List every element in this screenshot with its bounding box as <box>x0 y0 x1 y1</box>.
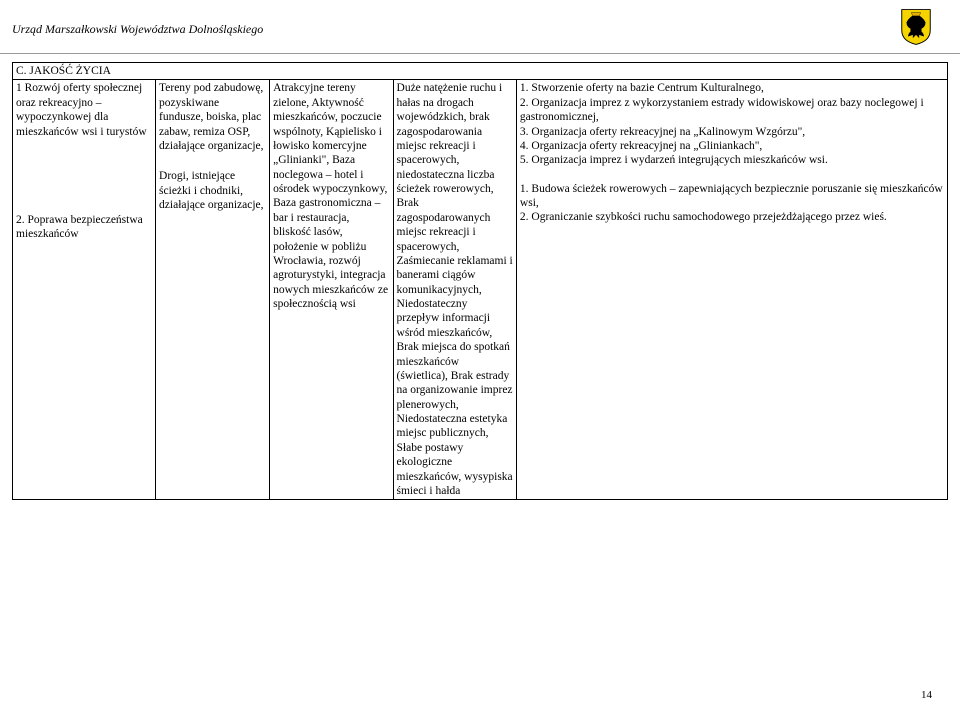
cell-strengths: Atrakcyjne tereny zielone, Aktywność mie… <box>270 80 393 500</box>
section-title: C. JAKOŚĆ ŻYCIA <box>13 63 948 80</box>
section-header-row: C. JAKOŚĆ ŻYCIA <box>13 63 948 80</box>
cell-resources: Tereny pod zabudowę, pozyskiwane fundusz… <box>156 80 270 500</box>
res-2: Drogi, istniejące ścieżki i chodniki, dz… <box>159 169 266 212</box>
cell-topic: 1 Rozwój oferty społecznej oraz rekreacy… <box>13 80 156 500</box>
content-area: C. JAKOŚĆ ŻYCIA 1 Rozwój oferty społeczn… <box>0 54 960 500</box>
res-1: Tereny pod zabudowę, pozyskiwane fundusz… <box>159 81 266 153</box>
page-number: 14 <box>921 689 932 701</box>
topic-2: 2. Poprawa bezpieczeństwa mieszkańców <box>16 213 152 242</box>
cell-actions: 1. Stworzenie oferty na bazie Centrum Ku… <box>516 80 947 500</box>
header-title: Urząd Marszałkowski Województwa Dolnoślą… <box>12 22 263 37</box>
topic-1: 1 Rozwój oferty społecznej oraz rekreacy… <box>16 81 152 139</box>
crest-icon <box>900 8 932 51</box>
data-table: C. JAKOŚĆ ŻYCIA 1 Rozwój oferty społeczn… <box>12 62 948 500</box>
actions-1: 1. Stworzenie oferty na bazie Centrum Ku… <box>520 81 944 167</box>
page-header: Urząd Marszałkowski Województwa Dolnoślą… <box>0 0 960 54</box>
actions-2: 1. Budowa ścieżek rowerowych – zapewniaj… <box>520 182 944 225</box>
cell-weaknesses: Duże natężenie ruchu i hałas na drogach … <box>393 80 516 500</box>
table-row: 1 Rozwój oferty społecznej oraz rekreacy… <box>13 80 948 500</box>
